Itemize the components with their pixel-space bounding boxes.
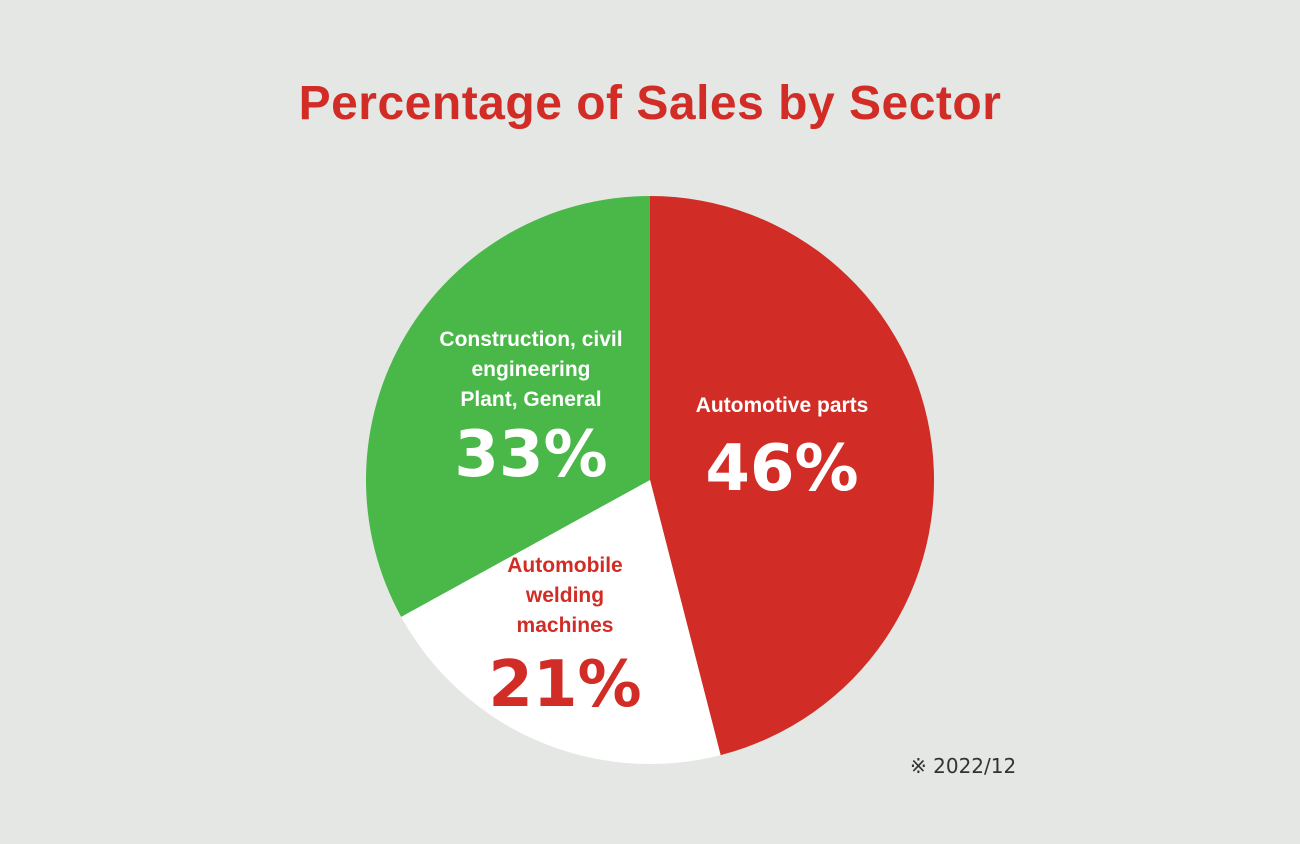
slice-value-automobile-welding-machines: 21% <box>488 648 641 722</box>
pie-slice-automobile-welding-machines <box>401 480 721 765</box>
pie-slice-automotive-parts <box>650 196 935 756</box>
pie-slice-construction-civil-engineering <box>366 196 650 617</box>
slice-value-construction-civil-engineering: 33% <box>454 418 607 492</box>
slice-label-automotive-parts: Automotive parts <box>696 394 869 417</box>
pie-labels: Automotive parts 46% Automobile welding mach… <box>439 328 868 722</box>
date-footnote: ※ 2022/12 <box>910 754 1017 778</box>
slice-value-automotive-parts: 46% <box>705 432 858 506</box>
chart-title: Percentage of Sales by Sector <box>298 77 1002 130</box>
slice-label-automobile-welding-machines: Automobile <box>507 554 623 577</box>
slice-label-construction-civil-engineering: Plant, General <box>460 388 601 411</box>
slice-label-automobile-welding-machines: welding <box>525 584 604 607</box>
slice-label-automobile-welding-machines: machines <box>517 614 614 637</box>
pie-slices <box>366 196 935 765</box>
slice-label-construction-civil-engineering: Construction, civil <box>439 328 622 351</box>
slice-label-construction-civil-engineering: engineering <box>471 358 590 381</box>
